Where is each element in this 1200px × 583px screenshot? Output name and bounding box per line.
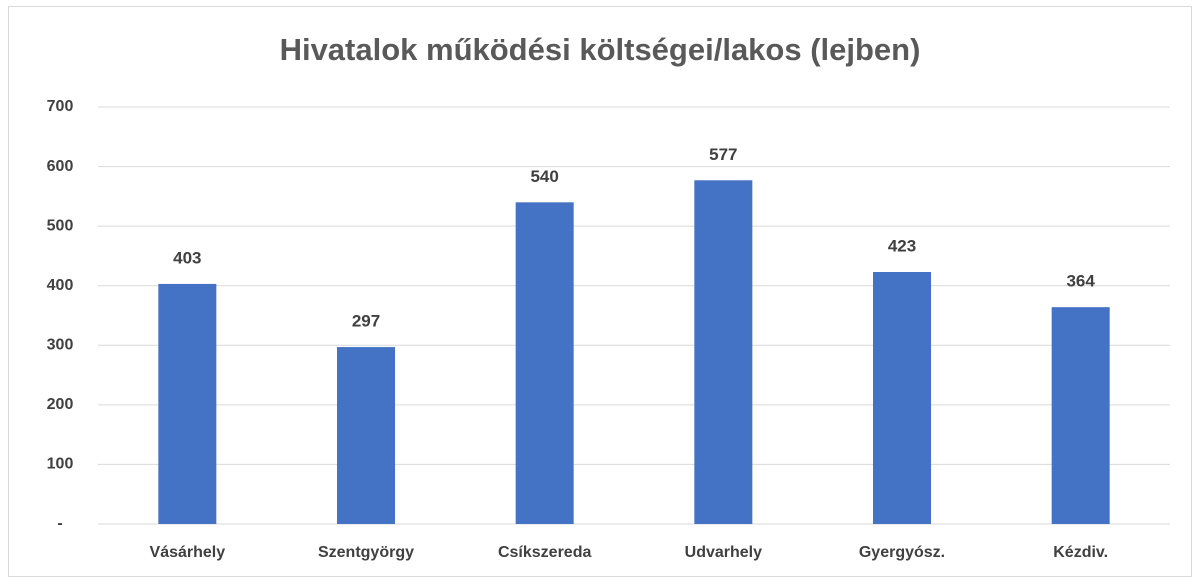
x-tick-label: Vásárhely <box>150 544 226 561</box>
x-tick-label: Szentgyörgy <box>318 544 414 561</box>
y-tick-label: 100 <box>47 456 74 473</box>
x-tick-label: Gyergyósz. <box>859 544 945 561</box>
y-tick-label: 500 <box>47 217 74 234</box>
x-tick-label: Udvarhely <box>685 544 762 561</box>
x-tick-label: Csíkszereda <box>498 544 591 561</box>
data-label: 364 <box>1066 272 1095 291</box>
bar <box>515 202 574 525</box>
data-label: 403 <box>173 248 201 267</box>
chart-title: Hivatalok működési költségei/lakos (lejb… <box>280 32 921 67</box>
y-tick-label: 400 <box>47 277 74 294</box>
bar <box>337 347 395 524</box>
y-tick-label: 700 <box>47 98 74 115</box>
data-label: 297 <box>352 312 380 331</box>
data-label: 423 <box>888 236 916 255</box>
data-label: 540 <box>530 167 558 186</box>
bar <box>873 272 931 524</box>
y-tick-label: 300 <box>47 337 74 354</box>
y-tick-label: 200 <box>47 396 74 413</box>
bar <box>694 180 753 524</box>
y-tick-label: 600 <box>47 158 74 175</box>
bar <box>158 283 217 524</box>
x-tick-label: Kézdiv. <box>1053 544 1108 561</box>
data-label: 577 <box>709 145 737 164</box>
y-tick-label: - <box>57 515 62 532</box>
bar <box>1051 307 1110 524</box>
